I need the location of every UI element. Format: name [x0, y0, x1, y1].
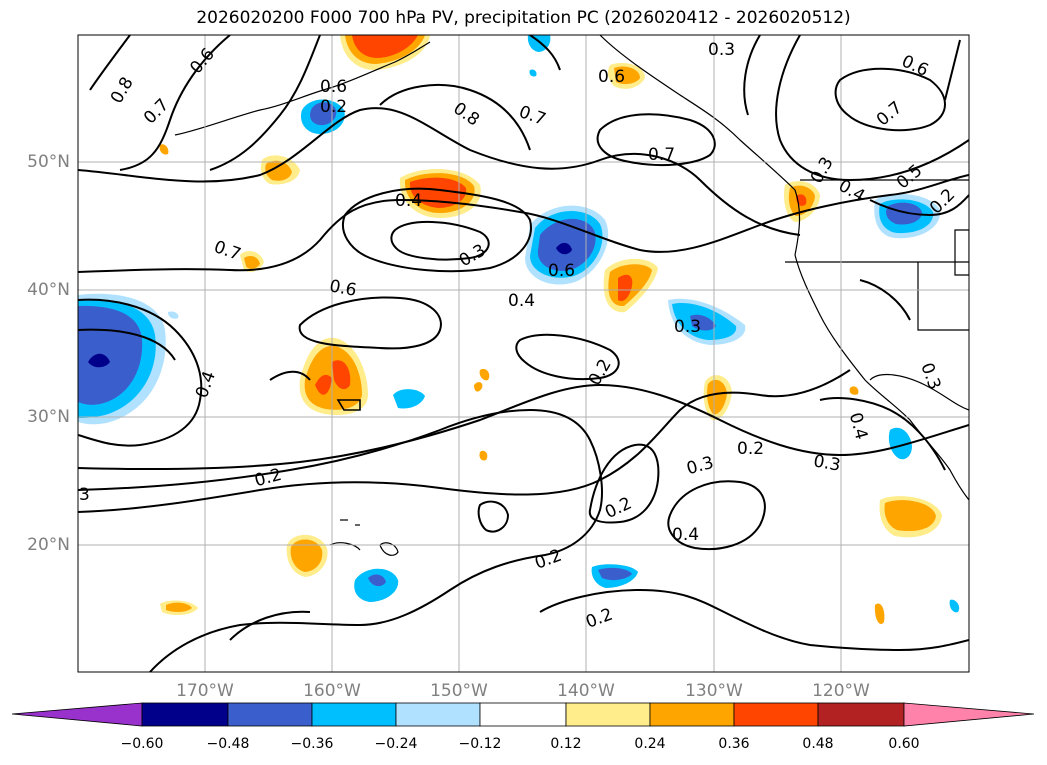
map-frame [77, 34, 970, 673]
shade-neg-mid [949, 599, 960, 613]
shade-pos-mid [265, 160, 292, 181]
colorbar-segment [395, 702, 481, 727]
shade-pos-mid [707, 379, 727, 415]
shade-neg-strong [368, 574, 386, 587]
shade-neg-mid [888, 427, 912, 460]
shade-pos-mid [474, 382, 483, 392]
colorbar-extend-high [903, 702, 1035, 727]
lat-label-20n: 20°N [27, 535, 70, 555]
shade-pos-strong [618, 274, 633, 302]
colorbar-tick: −0.24 [374, 736, 418, 752]
contour-label: 0.6 [320, 77, 347, 97]
shade-pos-mid [849, 386, 859, 395]
lon-label-130w: 130°W [685, 681, 743, 701]
shade-pos-mid [304, 345, 362, 410]
shade-neg-extreme [88, 353, 110, 368]
pv-contours [78, 35, 969, 672]
lon-label-160w: 160°W [303, 681, 361, 701]
lat-label-30n: 30°N [27, 407, 70, 427]
plot-title: 2026020200 F000 700 hPa PV, precipitatio… [196, 8, 851, 28]
colorbar-segment [733, 702, 819, 727]
contour-label: 0.3 [708, 40, 735, 60]
shade-neg-strong [886, 202, 922, 225]
lat-label-40n: 40°N [27, 280, 70, 300]
colorbar-segment [649, 702, 735, 727]
shade-pos-mid [290, 539, 323, 572]
map-area: 0.8 0.6 0.7 0.6 0.8 0.7 0.3 0.6 0.7 0.6 … [78, 35, 969, 672]
contour-label: 0.6 [328, 276, 358, 300]
colorbar-tick: −0.12 [458, 736, 502, 752]
shade-neg-strong [310, 102, 337, 126]
contour-label: 0.4 [672, 525, 699, 545]
colorbar-segment [311, 702, 397, 727]
colorbar-tick: −0.36 [290, 736, 334, 752]
shade-neg-extreme [556, 242, 572, 255]
contour-label: 0.3 [812, 451, 842, 475]
shade-pos-mid [874, 603, 885, 625]
colorbar-segment [565, 702, 651, 727]
contour-label: 3 [79, 485, 90, 505]
contour-label: 0.7 [648, 145, 675, 165]
contour-label: 0.3 [674, 317, 701, 337]
contour-label: 0.2 [320, 97, 347, 117]
shade-neg-strong [690, 314, 716, 331]
graticule [78, 35, 969, 672]
shade-pos-strong [352, 35, 418, 58]
contour-label: 0.4 [508, 291, 535, 311]
contour-label: 0.6 [598, 67, 625, 87]
shade-pos-strong [332, 360, 351, 390]
contour-label: 0.6 [548, 261, 575, 281]
shade-neg-mid [393, 389, 425, 409]
colorbar-tick: −0.60 [120, 736, 164, 752]
shade-pos-mid [159, 144, 169, 155]
colorbar-tick: 0.36 [718, 736, 750, 752]
shade-neg-mid [529, 69, 537, 77]
shade-pos-mid [166, 602, 192, 613]
coastlines [174, 35, 969, 556]
colorbar-tick: 0.12 [550, 736, 582, 752]
shade-neg-weak [168, 311, 179, 319]
lat-label-50n: 50°N [27, 152, 70, 172]
shade-pos-mid [244, 256, 260, 269]
lon-label-170w: 170°W [176, 681, 234, 701]
precipitation-shading [78, 35, 960, 625]
colorbar [11, 702, 1035, 727]
colorbar-tick: −0.48 [206, 736, 250, 752]
lon-label-120w: 120°W [812, 681, 870, 701]
colorbar-tick: 0.48 [802, 736, 834, 752]
colorbar-segment [227, 702, 313, 727]
colorbar-segment [817, 702, 905, 727]
shade-pos-mid [479, 450, 488, 461]
shade-neg-strong [598, 567, 632, 581]
shade-pos-mid [884, 500, 936, 532]
contour-label: 0.2 [737, 439, 764, 459]
colorbar-segment [479, 702, 567, 727]
colorbar-tick: 0.60 [888, 736, 920, 752]
colorbar-extend-low [11, 702, 143, 727]
contour-label: 0.4 [395, 191, 422, 211]
shade-pos-strong [315, 374, 332, 395]
lon-label-140w: 140°W [557, 681, 615, 701]
lon-label-150w: 150°W [430, 681, 488, 701]
shade-pos-mid [614, 66, 640, 85]
colorbar-segment [141, 702, 229, 727]
shade-pos-mid [479, 368, 490, 381]
colorbar-tick: 0.24 [634, 736, 666, 752]
